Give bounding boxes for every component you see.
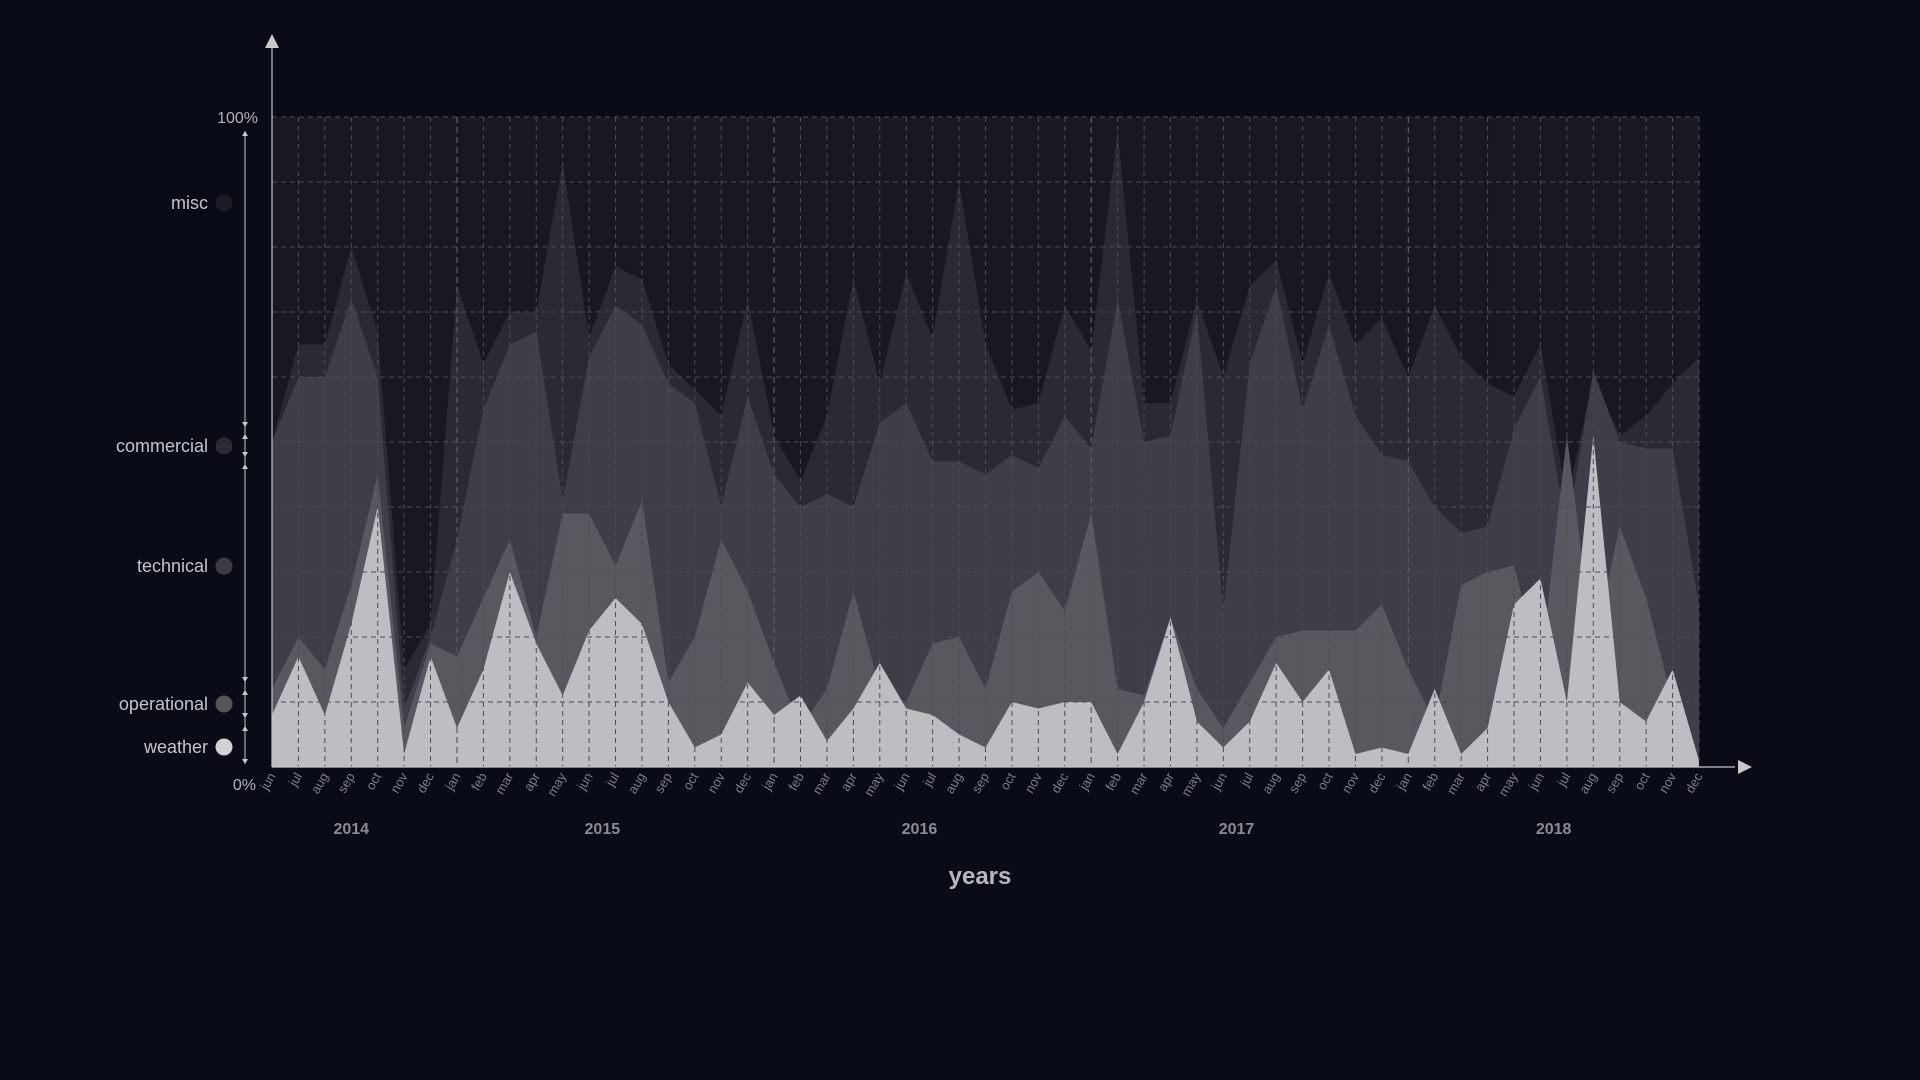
- month-label: jun: [1208, 770, 1230, 793]
- month-label: jul: [602, 770, 622, 790]
- month-label: apr: [520, 769, 543, 793]
- legend-label-commercial: commercial: [116, 436, 208, 456]
- month-label: nov: [1021, 770, 1045, 796]
- legend-label-technical: technical: [137, 556, 208, 576]
- bracket-arrow: [242, 726, 248, 731]
- legend-label-operational: operational: [119, 694, 208, 714]
- month-label: jan: [1393, 770, 1415, 793]
- y-tick-100: 100%: [217, 110, 258, 127]
- month-label: may: [1178, 770, 1204, 799]
- month-label: sep: [1603, 770, 1626, 796]
- y-tick-0: 0%: [233, 777, 256, 794]
- area-weather: [272, 435, 1699, 767]
- legend-swatch-misc: [215, 194, 233, 212]
- month-label: mar: [809, 769, 834, 796]
- month-label: nov: [1656, 770, 1680, 796]
- month-label: feb: [1419, 770, 1441, 793]
- month-label: aug: [308, 770, 332, 796]
- year-label: 2016: [902, 821, 938, 838]
- month-label: aug: [1576, 770, 1600, 796]
- month-label: jul: [1553, 770, 1573, 790]
- month-label: apr: [1155, 769, 1178, 793]
- year-labels: 2014 2015 2016 2017 2018: [333, 821, 1571, 838]
- x-axis-title: years: [949, 863, 1012, 890]
- month-labels: jun jul aug sep oct nov dec jan feb mar apr may jun j…: [256, 769, 1705, 798]
- month-label: apr: [838, 769, 861, 793]
- bracket-arrow: [242, 677, 248, 682]
- month-label: feb: [1102, 770, 1124, 793]
- bracket-arrow: [242, 713, 248, 718]
- month-label: sep: [334, 770, 357, 796]
- month-label: dec: [1682, 770, 1706, 796]
- month-label: nov: [387, 770, 411, 796]
- month-label: sep: [1286, 770, 1309, 796]
- month-label: aug: [1259, 770, 1283, 796]
- month-label: jan: [441, 770, 463, 793]
- year-label: 2014: [333, 821, 369, 838]
- bracket-arrow: [242, 434, 248, 439]
- month-label: may: [1495, 770, 1521, 799]
- month-label: oct: [997, 770, 1019, 793]
- month-label: aug: [625, 770, 649, 796]
- legend-swatch-weather: [215, 738, 233, 756]
- month-label: feb: [468, 770, 490, 793]
- year-label: 2015: [585, 821, 621, 838]
- month-label: mar: [1126, 769, 1151, 796]
- month-label: apr: [1472, 769, 1495, 793]
- month-label: jul: [285, 770, 305, 790]
- bracket-arrow: [242, 452, 248, 457]
- month-label: mar: [492, 769, 517, 796]
- month-label: oct: [680, 770, 702, 793]
- month-label: oct: [1314, 770, 1336, 793]
- month-label: dec: [1048, 770, 1072, 796]
- legend-swatch-operational: [215, 695, 233, 713]
- month-label: sep: [652, 770, 675, 796]
- month-label: dec: [1365, 770, 1389, 796]
- legend-label-weather: weather: [143, 737, 208, 757]
- legend-label-misc: misc: [171, 193, 208, 213]
- bracket-arrow: [242, 131, 248, 136]
- month-label: sep: [969, 770, 992, 796]
- month-label: jun: [574, 770, 596, 793]
- legend-bracket: [242, 131, 248, 764]
- bracket-arrow: [242, 759, 248, 764]
- y-axis-arrow: [265, 34, 279, 48]
- chart-grid: [272, 116, 1700, 767]
- month-label: jul: [919, 770, 939, 790]
- month-label: dec: [731, 770, 755, 796]
- year-label: 2017: [1219, 821, 1255, 838]
- month-label: jun: [1525, 770, 1547, 793]
- month-label: jan: [759, 770, 781, 793]
- month-label: mar: [1444, 769, 1469, 796]
- month-label: oct: [1631, 770, 1653, 793]
- bracket-arrow: [242, 422, 248, 427]
- month-label: jul: [1236, 770, 1256, 790]
- x-axis-arrow: [1738, 760, 1752, 774]
- legend-swatch-commercial: [215, 437, 233, 455]
- month-label: may: [861, 770, 887, 799]
- legend: weather operational technical commercial mis…: [116, 193, 233, 757]
- year-label: 2018: [1536, 821, 1572, 838]
- month-label: jun: [891, 770, 913, 793]
- bracket-arrow: [242, 464, 248, 469]
- month-label: nov: [1339, 770, 1363, 796]
- month-label: aug: [942, 770, 966, 796]
- month-label: jun: [256, 770, 278, 793]
- month-label: feb: [785, 770, 807, 793]
- legend-swatch-technical: [215, 557, 233, 575]
- month-label: jan: [1076, 770, 1098, 793]
- month-label: dec: [414, 770, 438, 796]
- month-label: oct: [363, 770, 385, 793]
- month-label: nov: [704, 770, 728, 796]
- month-label: may: [544, 770, 570, 799]
- bracket-arrow: [242, 690, 248, 695]
